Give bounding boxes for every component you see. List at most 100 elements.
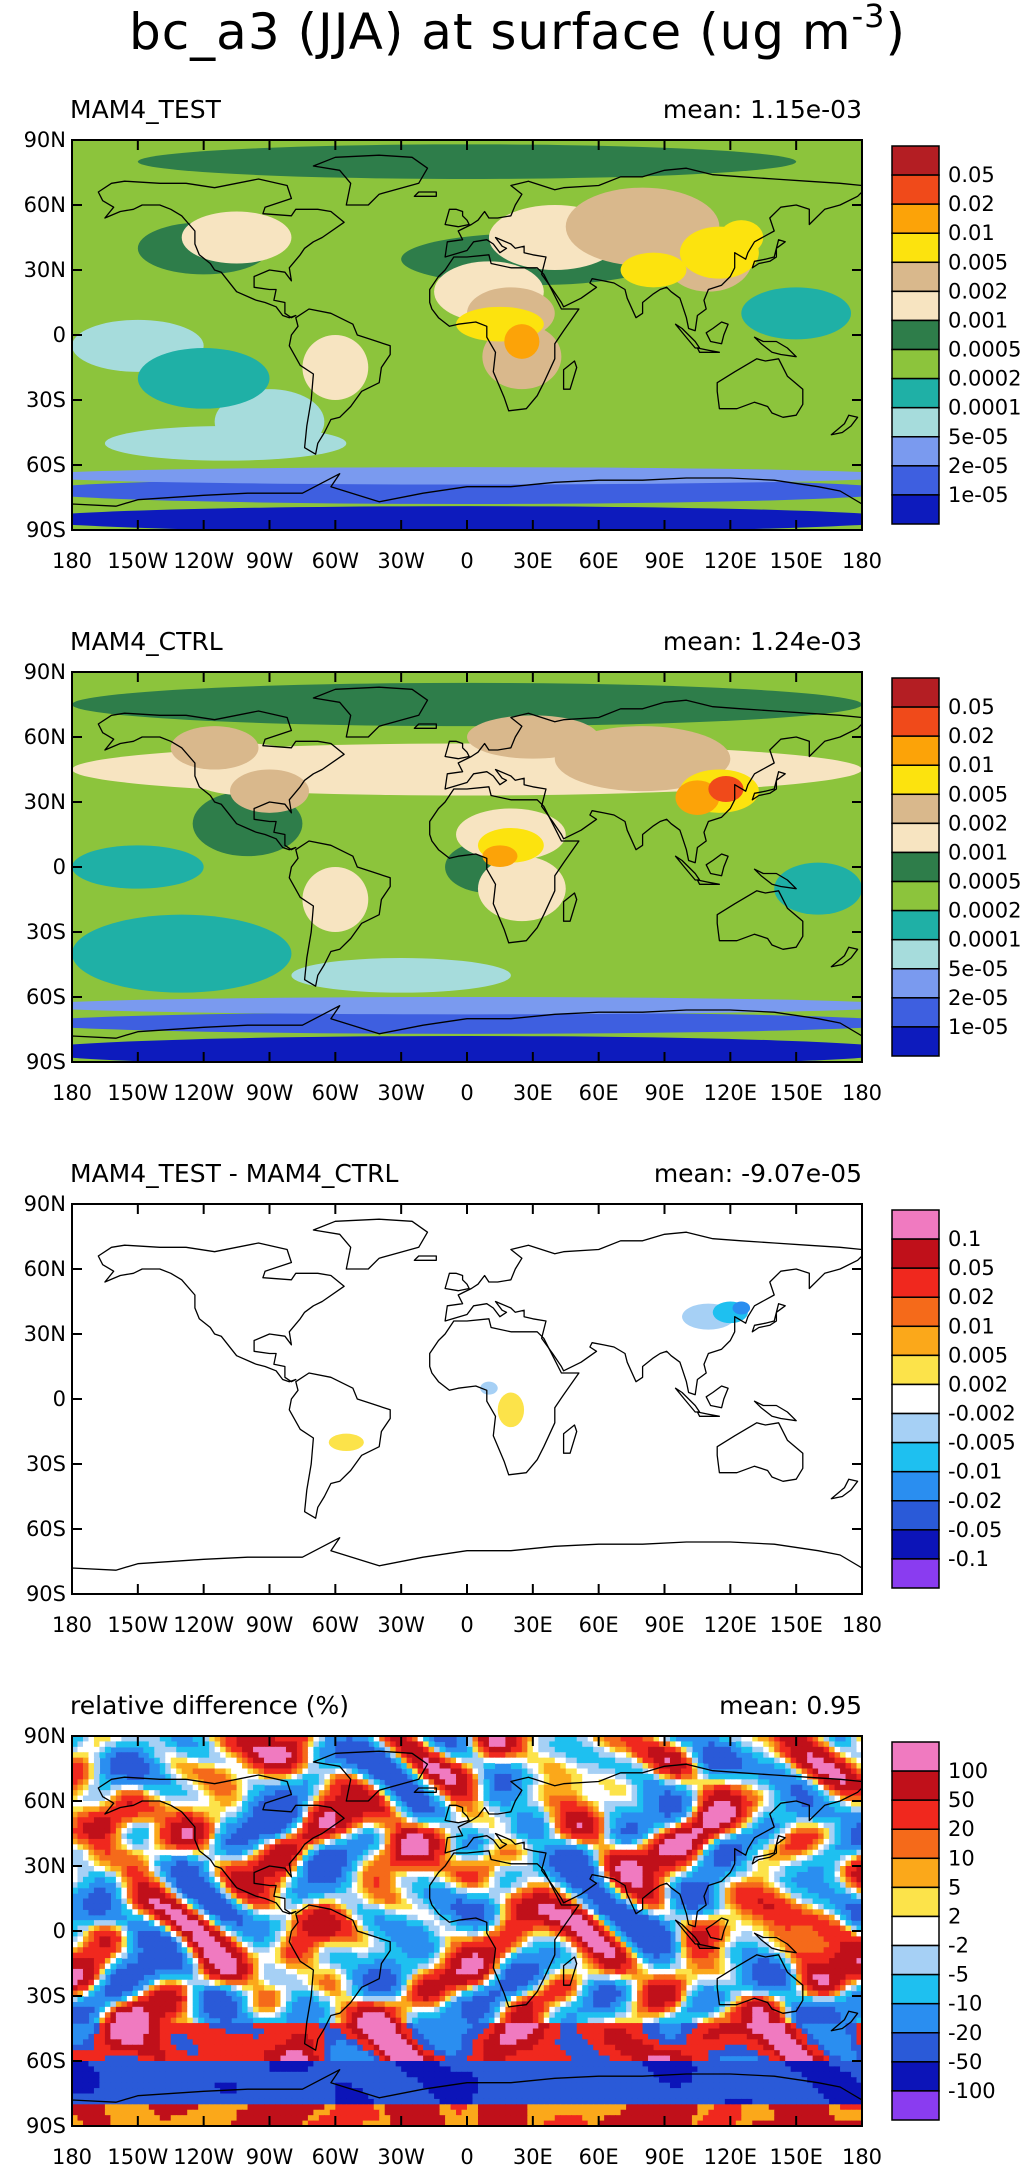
contour-cell (675, 1741, 682, 1748)
contour-cell (280, 1811, 287, 1818)
contour-cell (291, 1752, 298, 1759)
contour-cell (724, 1860, 731, 1867)
contour-cell (72, 1833, 79, 1840)
contour-cell (434, 1822, 441, 1829)
contour-cell (445, 1844, 452, 1851)
contour-cell (741, 1882, 748, 1889)
contour-cell (329, 1920, 336, 1927)
contour-cell (532, 1779, 539, 1786)
contour-cell (834, 1741, 841, 1748)
contour-cell (247, 1833, 254, 1840)
contour-cell (823, 1925, 830, 1932)
contour-cell (170, 1801, 177, 1808)
contour-cell (576, 1898, 583, 1905)
contour-cell (126, 1898, 133, 1905)
contour-cell (472, 1887, 479, 1894)
contour-cell (796, 1746, 803, 1753)
contour-cell (285, 1801, 293, 1808)
colorbar-swatch (891, 909, 940, 941)
contour-cell (549, 1811, 556, 1818)
contour-cell (680, 1893, 688, 1900)
contour-cell (461, 1763, 468, 1770)
contour-cell (807, 1822, 814, 1829)
contour-cell (434, 1833, 441, 1840)
contour-cell (291, 1801, 298, 1808)
contour-cell (313, 1779, 320, 1786)
colorbar-label: 0.05 (948, 1256, 995, 1280)
contour-cell (181, 1752, 188, 1759)
contour-cell (538, 1914, 545, 1921)
contour-cell (236, 1784, 243, 1791)
contour-cell (439, 1925, 446, 1932)
contour-cell (840, 1855, 847, 1862)
contour-cell (461, 1866, 468, 1873)
lat-tick-label: 30S (26, 920, 66, 944)
contour-cell (264, 1936, 271, 1943)
contour-cell (181, 1844, 188, 1851)
contour-cell (615, 1860, 622, 1867)
contour-cell (368, 1871, 375, 1878)
contour-cell (472, 1882, 479, 1889)
contour-cell (510, 1871, 517, 1878)
contour-cell (582, 1784, 589, 1791)
contour-cell (587, 1882, 594, 1889)
contour-cell (510, 1893, 517, 1900)
contour-cell (121, 1741, 128, 1748)
contour-cell (741, 1887, 748, 1894)
contour-cell (280, 1757, 287, 1764)
contour-cell (543, 1736, 550, 1743)
contour-cell (318, 1866, 325, 1873)
contour-cell (845, 1855, 852, 1862)
contour-cell (840, 1790, 847, 1797)
contour-cell (516, 1914, 523, 1921)
contour-cell (494, 1838, 501, 1845)
contour-cell (686, 1757, 693, 1764)
contour-cell (412, 1790, 419, 1797)
colorbar-label: 2e-05 (948, 986, 1009, 1010)
contour-cell (796, 1849, 803, 1856)
colorbar-swatch (891, 348, 940, 380)
contour-cell (823, 1741, 830, 1748)
contour-cell (170, 1752, 177, 1759)
contour-cell (428, 1833, 435, 1840)
contour-cell (796, 1828, 803, 1835)
contour-cell (324, 1849, 331, 1856)
contour-cell (280, 1822, 287, 1829)
contour-cell (532, 1898, 539, 1905)
contour-cell (115, 1844, 122, 1851)
contour-cell (104, 1801, 112, 1808)
contour-cell (373, 1909, 380, 1916)
contour-cell (72, 1838, 79, 1845)
contour-cell (812, 1925, 819, 1932)
contour-cell (812, 1779, 819, 1786)
contour-cell (510, 1806, 517, 1813)
contour-cell (653, 1887, 660, 1894)
contour-cell (335, 1817, 342, 1824)
contour-cell (423, 1876, 430, 1883)
contour-cell (417, 1893, 424, 1900)
contour-cell (642, 1736, 649, 1743)
contour-cell (104, 1849, 112, 1856)
contour-cell (691, 1903, 699, 1910)
lon-tick-label: 60W (312, 1081, 360, 1105)
contour-cell (467, 1914, 474, 1921)
contour-cell (181, 1838, 188, 1845)
contour-cell (77, 1763, 84, 1770)
contour-cell (856, 1773, 862, 1780)
contour-cell (576, 1838, 583, 1845)
contour-cell (395, 1855, 402, 1862)
contour-cell (423, 1817, 430, 1824)
contour-cell (779, 1817, 786, 1824)
contour-cell (143, 1833, 150, 1840)
contour-cell (593, 1768, 600, 1775)
contour-cell (335, 1903, 342, 1910)
contour-cell (554, 1849, 561, 1856)
contour-cell (851, 1736, 858, 1743)
contour-cell (176, 1925, 183, 1932)
contour-cell (582, 1790, 589, 1797)
contour-cell (472, 1811, 479, 1818)
contour-cell (77, 1806, 84, 1813)
contour-cell (549, 1773, 556, 1780)
contour-cell (609, 1844, 616, 1851)
contour-cell (505, 1903, 512, 1910)
